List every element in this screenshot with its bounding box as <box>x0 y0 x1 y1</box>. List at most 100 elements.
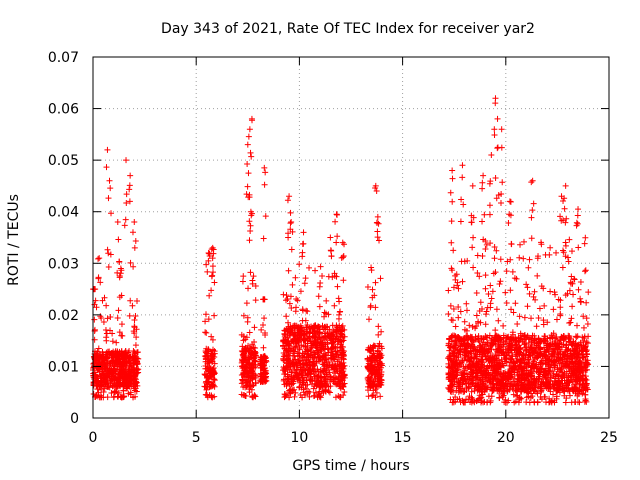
data-point <box>98 375 105 382</box>
data-point <box>566 319 573 326</box>
data-point <box>323 310 330 317</box>
data-point <box>509 268 516 275</box>
data-point <box>243 300 250 307</box>
data-point <box>448 357 455 364</box>
data-point <box>127 259 134 266</box>
data-point <box>116 259 123 266</box>
data-point <box>479 179 486 186</box>
data-point <box>507 359 514 366</box>
data-point <box>286 193 293 200</box>
axis-ticks: 0 0.01 0.02 0.03 0.04 0.05 0.06 0.07 0 5 10 15 20 25 <box>48 50 618 446</box>
data-point <box>104 146 111 153</box>
data-point <box>103 330 110 337</box>
data-point <box>376 353 383 360</box>
data-point <box>562 253 569 260</box>
data-point <box>309 377 316 384</box>
x-axis-label: GPS time / hours <box>292 458 409 474</box>
data-point <box>204 268 211 275</box>
data-point <box>373 188 380 195</box>
data-point <box>542 399 549 406</box>
data-point <box>311 373 318 380</box>
data-point <box>511 369 518 376</box>
data-point <box>545 378 552 385</box>
data-point <box>118 332 125 339</box>
data-point <box>246 386 253 393</box>
data-point <box>447 343 454 350</box>
data-point <box>337 385 344 392</box>
data-point <box>320 326 327 333</box>
data-point <box>557 310 564 317</box>
data-point <box>208 287 215 294</box>
data-point <box>247 269 254 276</box>
data-point <box>520 385 527 392</box>
data-point <box>447 189 454 196</box>
data-point <box>574 212 581 219</box>
data-point <box>369 370 376 377</box>
data-point <box>296 375 303 382</box>
data-point <box>472 333 479 340</box>
data-point <box>560 332 567 339</box>
data-point <box>451 345 458 352</box>
data-point <box>102 327 109 334</box>
data-point <box>457 338 464 345</box>
data-point <box>562 219 569 226</box>
data-point <box>530 358 537 365</box>
data-point <box>536 365 543 372</box>
data-point <box>568 273 575 280</box>
data-point <box>487 240 494 247</box>
data-point <box>452 344 459 351</box>
data-point <box>121 356 128 363</box>
data-point <box>541 352 548 359</box>
data-point <box>126 186 133 193</box>
data-point <box>329 345 336 352</box>
data-point <box>480 399 487 406</box>
data-point <box>583 359 590 366</box>
data-point <box>449 399 456 406</box>
data-point <box>580 324 587 331</box>
data-point <box>517 357 524 364</box>
data-point <box>512 362 519 369</box>
data-point <box>476 338 483 345</box>
data-point <box>526 360 533 367</box>
data-point <box>286 387 293 394</box>
data-point <box>285 356 292 363</box>
data-point <box>317 339 324 346</box>
data-point <box>445 384 452 391</box>
data-point <box>365 366 372 373</box>
data-point <box>473 355 480 362</box>
y-tick-label: 0.07 <box>48 50 79 66</box>
data-point <box>92 297 99 304</box>
data-point <box>339 363 346 370</box>
data-point <box>320 345 327 352</box>
data-point <box>206 292 213 299</box>
data-point <box>299 306 306 313</box>
data-point <box>101 385 108 392</box>
data-point <box>506 211 513 218</box>
data-point <box>107 327 114 334</box>
data-point <box>476 273 483 280</box>
data-point <box>260 296 267 303</box>
data-point <box>107 251 114 258</box>
data-point <box>581 398 588 405</box>
data-point <box>262 213 269 220</box>
data-point <box>547 388 554 395</box>
data-point <box>584 340 591 347</box>
data-point <box>457 379 464 386</box>
data-point <box>324 323 331 330</box>
data-point <box>247 222 254 229</box>
data-point <box>132 238 139 245</box>
data-point <box>516 254 523 261</box>
data-point <box>209 272 216 279</box>
data-point <box>523 281 530 288</box>
data-point <box>459 278 466 285</box>
data-point <box>120 363 127 370</box>
data-point <box>326 369 333 376</box>
data-points <box>90 95 592 406</box>
data-point <box>123 191 130 198</box>
data-point <box>119 380 126 387</box>
data-point <box>564 352 571 359</box>
data-point <box>108 390 115 397</box>
data-point <box>576 381 583 388</box>
data-point <box>330 339 337 346</box>
data-point <box>468 366 475 373</box>
